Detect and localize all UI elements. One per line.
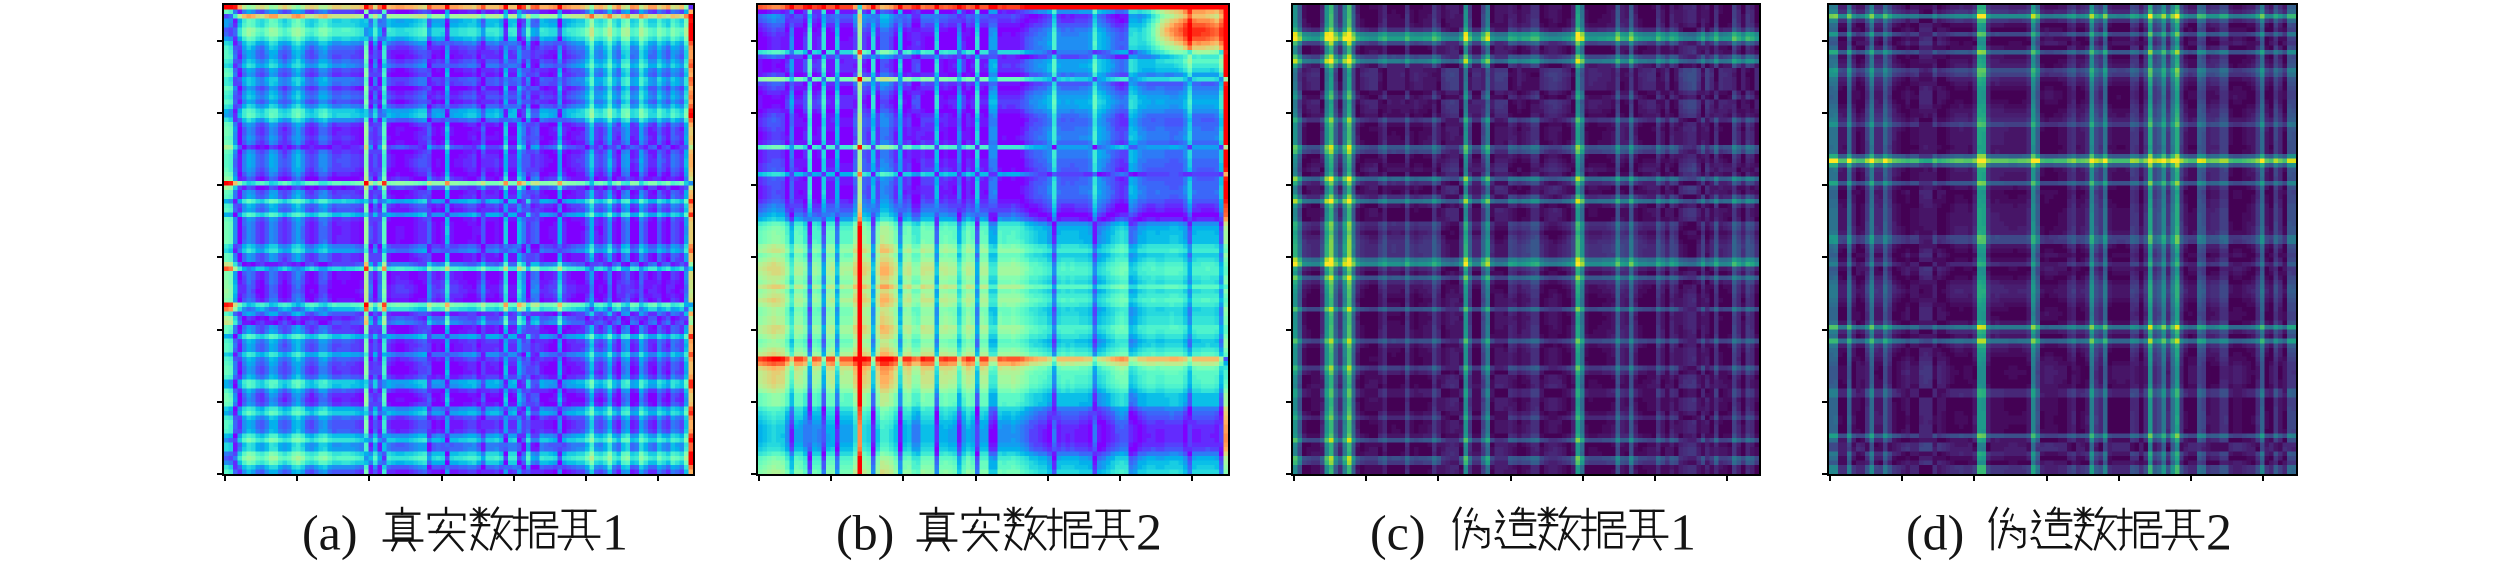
svg-text:(d): (d) — [1906, 505, 1964, 561]
svg-text:2: 2 — [1136, 505, 1159, 562]
svg-text:(b): (b) — [836, 505, 894, 561]
svg-text:2: 2 — [2206, 505, 2229, 562]
svg-text:(a): (a) — [302, 505, 358, 561]
svg-text:(c): (c) — [1370, 505, 1426, 561]
svg-text:1: 1 — [1670, 505, 1693, 562]
svg-text:1: 1 — [602, 505, 625, 562]
